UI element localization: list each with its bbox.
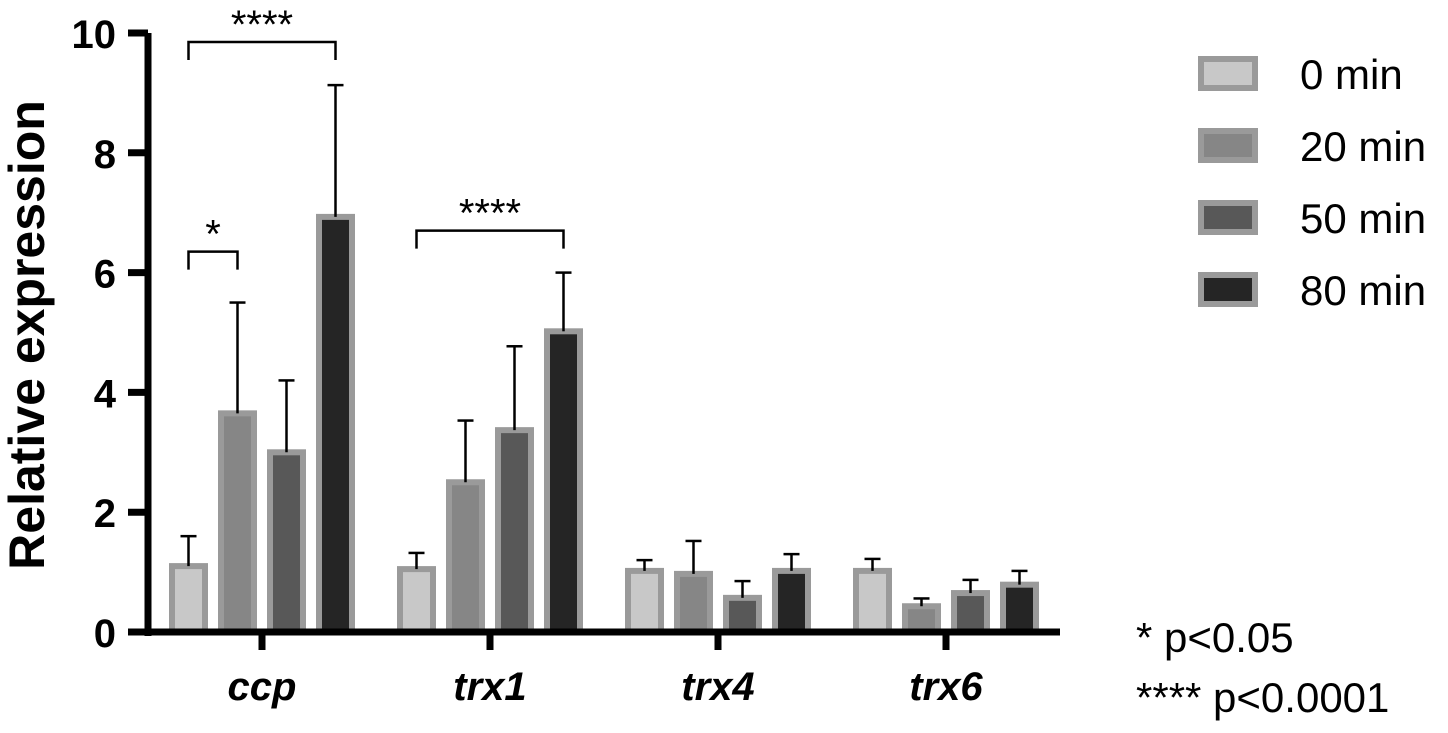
legend-swatch [1198,200,1258,235]
legend-swatch [1198,272,1258,307]
y-tick-label: 8 [94,133,116,177]
significance-bracket [415,229,565,249]
significance-bracket [187,250,239,270]
y-tick-label: 0 [94,612,116,656]
significance-note-p005: * p<0.05 [1136,614,1294,661]
error-bars-layer [180,83,1028,607]
bar-trx1-20-min [446,479,485,635]
bar-trx6-80-min [1000,581,1039,636]
significance-label: **** [459,192,521,236]
bars-layer [169,213,1039,636]
bar-trx1-50-min [495,427,534,635]
bar-trx6-0-min [853,567,892,635]
legend-swatch [1198,128,1258,163]
bar-ccp-50-min [267,449,306,635]
bar-trx6-20-min [902,603,941,635]
axes-layer: 0 2 4 6 8 10 ccp trx1 trx4 trx6 [72,13,1060,709]
bar-trx1-0-min [397,566,436,635]
bar-trx6-50-min [951,590,990,636]
y-tick-label: 2 [94,492,116,536]
legend-label: 20 min [1300,123,1427,170]
x-tick-label-trx1: trx1 [453,665,526,709]
bar-ccp-20-min [218,410,257,635]
y-tick-label: 6 [94,253,116,297]
bar-ccp-0-min [169,563,208,635]
bar-trx4-20-min [674,570,713,635]
bar-ccp-80-min [316,213,355,635]
bar-trx4-0-min [625,567,664,635]
bar-trx1-80-min [544,328,583,635]
y-tick-label: 10 [72,13,117,57]
y-tick-label: 4 [94,372,117,416]
significance-label: **** [231,3,293,47]
bar-trx4-80-min [772,567,811,635]
x-tick-label-trx6: trx6 [909,665,983,709]
significance-bracket [187,40,337,60]
bar-trx4-50-min [723,594,762,635]
x-tick-label-trx4: trx4 [681,665,754,709]
legend-label: 50 min [1300,195,1427,242]
legend-label: 80 min [1300,267,1427,314]
legend-label: 0 min [1300,51,1403,98]
significance-label: * [205,213,221,257]
significance-layer: ********* [187,3,565,270]
significance-note-p00001: **** p<0.0001 [1136,674,1390,721]
y-axis-label: Relative expression [0,100,55,570]
x-tick-label-ccp: ccp [228,665,297,709]
legend-swatch [1198,56,1258,91]
